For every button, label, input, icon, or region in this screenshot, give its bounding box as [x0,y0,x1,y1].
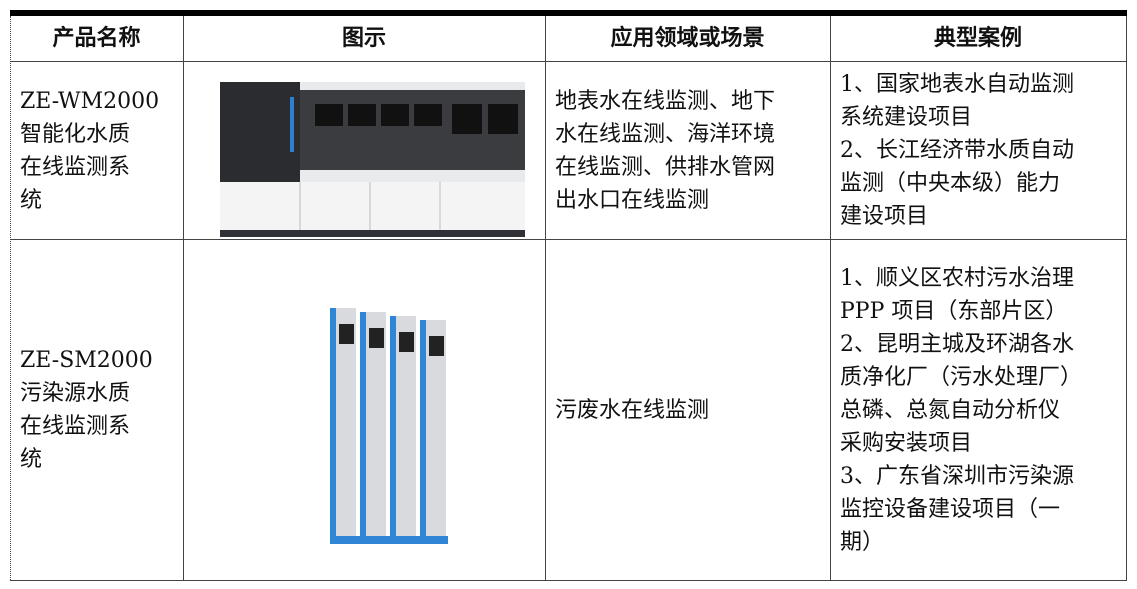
cell-line: 在线监测系 [20,154,131,180]
cell-line: 污废水在线监测 [555,397,710,423]
table-cell: ZE-WM2000 智能化水质在线监测系统 [10,62,183,239]
table-cell: ZE-SM2000 污染源水质在线监测系统 [10,240,183,580]
cell-line: 1、顺义区农村污水治理 [840,265,1074,291]
cell-line: 监控设备建设项目（一 [840,496,1061,522]
top-rule [10,10,1127,16]
cell-line: 水在线监测、海洋环境 [555,121,776,147]
header-cell: 典型案例 [830,16,1126,61]
table-cell: 污废水在线监测 [545,240,830,580]
cell-line: 总磷、总氮自动分析仪 [840,397,1061,423]
cell-line: ZE-SM2000 [20,348,153,373]
cell-line: 系统建设项目 [840,105,973,130]
cell-line: 期） [840,529,885,555]
product-image [330,308,448,544]
cell-line: PPP 项目（东部片区） [840,298,1068,324]
cell-line: 2、昆明主城及环湖各水 [840,331,1074,357]
cell-line: 统 [20,447,43,472]
header-text: 应用领域或场景 [610,25,765,51]
cell-line: 统 [20,187,43,213]
table-cell: 1、国家地表水自动监测 系统建设项目 2、长江经济带水质自动 监测（中央本级）能力 建设… [830,62,1126,239]
cell-line: 在线监测系 [20,414,131,439]
cell-line: 2、长江经济带水质自动 [840,138,1074,163]
cell-line: 监测（中央本级）能力 [840,171,1061,196]
header-cell: 应用领域或场景 [545,16,830,61]
table-border [183,16,184,580]
header-cell: 图示 [183,16,545,61]
cell-line: 质净化厂（污水处理厂） [840,364,1083,390]
cell-line: 1、国家地表水自动监测 [840,72,1074,97]
cell-line: 地表水在线监测、地下 [555,88,776,114]
table-border [10,16,11,580]
header-text: 产品名称 [52,25,141,51]
table-border [10,580,1127,581]
product-image [220,82,525,237]
cell-line: 在线监测、供排水管网 [555,154,776,180]
cell-line: 采购安装项目 [840,430,973,456]
table-border [1126,16,1127,580]
table-cell: 1、顺义区农村污水治理 PPP 项目（东部片区） 2、昆明主城及环湖各水 质净化厂（污… [830,240,1126,580]
cell-line: 建设项目 [840,204,929,229]
table-border [10,239,1127,240]
header-text: 典型案例 [933,25,1022,51]
cell-line: ZE-WM2000 [20,88,160,114]
cell-line: 3、广东省深圳市污染源 [840,463,1074,489]
header-text: 图示 [341,25,386,51]
header-cell: 产品名称 [10,16,183,61]
table-cell: 地表水在线监测、地下 水在线监测、海洋环境 在线监测、供排水管网 出水口在线监测 [545,62,830,239]
table-border [10,61,1127,62]
table-border [545,16,546,580]
cell-line: 出水口在线监测 [555,187,710,213]
table-border [830,16,831,580]
cell-line: 智能化水质 [20,121,131,147]
cell-line: 污染源水质 [20,381,131,406]
